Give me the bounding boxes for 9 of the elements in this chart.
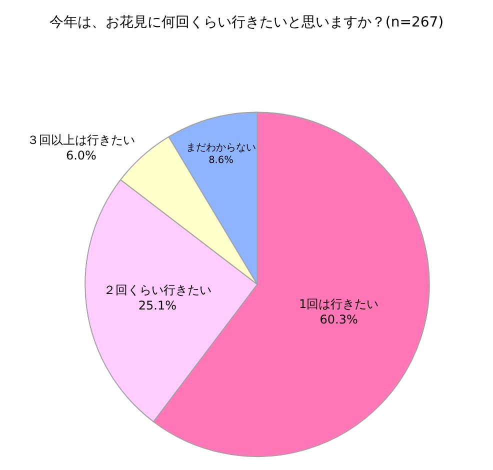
slice-label: 1回は行きたい (299, 296, 379, 311)
data-label: 60.3% (320, 312, 358, 327)
slice-label: ２回くらい行きたい (103, 283, 212, 298)
data-label: 6.0% (66, 148, 96, 163)
chart-title: 今年は、お花見に何回くらい行きたいと思いますか？(n=267) (49, 14, 444, 30)
data-label: 8.6% (208, 155, 234, 166)
slice-label: まだわからない (186, 142, 256, 154)
data-label: 25.1% (138, 298, 177, 313)
slice-label: ３回以上は行きたい (27, 132, 136, 147)
